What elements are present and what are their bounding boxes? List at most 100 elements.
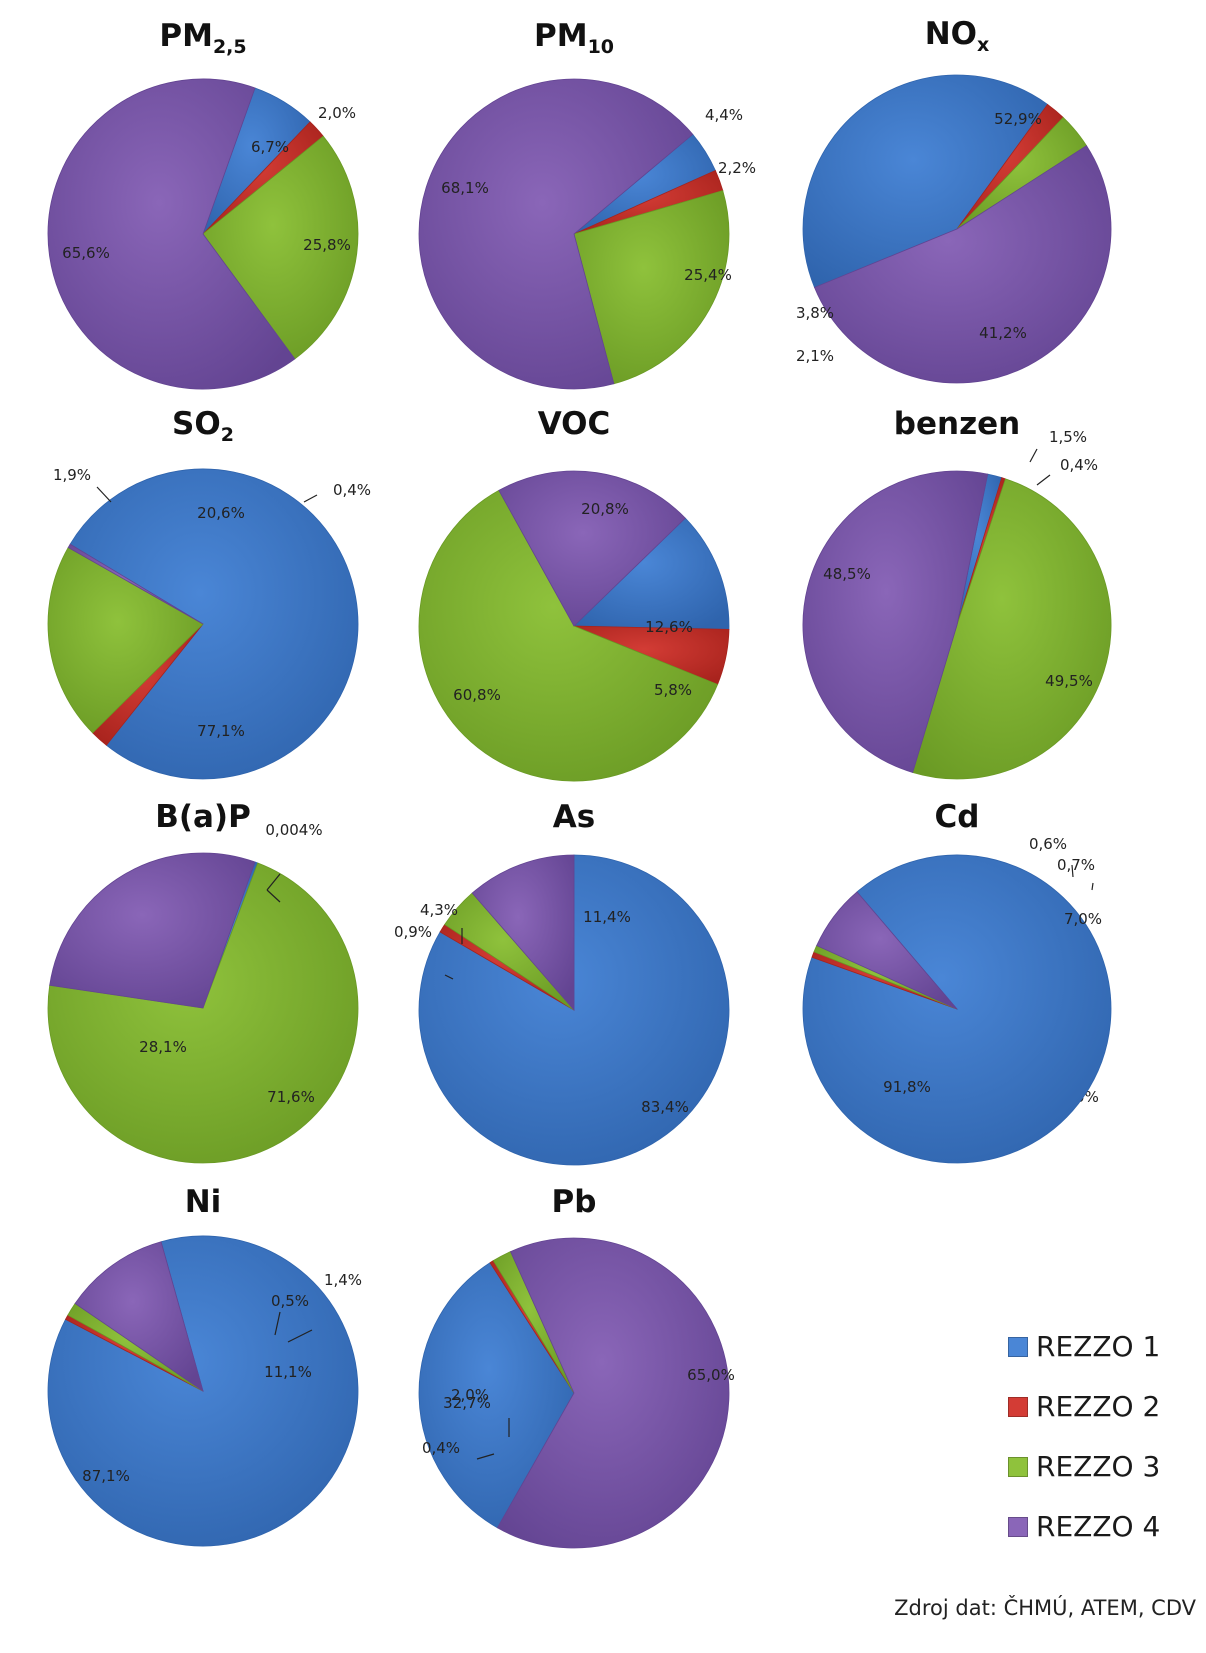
pie-slice-rezzo-3	[47, 862, 359, 1164]
leader-line	[1071, 864, 1074, 878]
pie-data-label: 11,1%	[264, 1363, 312, 1381]
leader-line	[444, 974, 454, 980]
pie-data-label: 25,4%	[684, 266, 732, 284]
pie-chart-6: benzen 1,5% 0,4% 49,5% 48,5%	[802, 406, 1112, 780]
legend-item-rezzo-3: REZZO 3	[1008, 1448, 1198, 1508]
pie-data-label: 25,8%	[303, 236, 351, 254]
legend-item-rezzo-4: REZZO 4	[1008, 1508, 1198, 1568]
pie-data-label: 11,4%	[583, 908, 631, 926]
leader-line	[274, 1311, 281, 1336]
pie-data-label: 60,8%	[453, 686, 501, 704]
pie-data-label: 0,5%	[271, 1292, 309, 1310]
leader-line	[266, 889, 281, 903]
legend-label-rezzo-2: REZZO 2	[1036, 1390, 1161, 1423]
legend-swatch-rezzo-4	[1008, 1517, 1028, 1537]
pie-slice-rezzo-4	[816, 891, 958, 1010]
pie-title: Cd	[935, 799, 980, 835]
leader-line	[96, 486, 112, 503]
pie-title-subscript: x	[977, 34, 989, 56]
legend-swatch-rezzo-2	[1008, 1397, 1028, 1417]
pie-data-label: 20,8%	[581, 500, 629, 518]
pie-chart-9: Cd 91,8% 0,6% 0,7% 7,0%	[802, 799, 1112, 1164]
pie-slice-rezzo-3	[47, 546, 204, 734]
pie-data-label: 48,5%	[823, 565, 871, 583]
pie-data-label: 20,6%	[197, 504, 245, 522]
pie-title-subscript: 2,5	[213, 36, 247, 58]
pie-slice-rezzo-3	[573, 190, 730, 385]
pie-slice-rezzo-1	[802, 74, 1049, 288]
pie-data-label: 2,2%	[718, 159, 756, 177]
pie-data-label: 52,9%	[994, 110, 1042, 128]
legend-swatch-rezzo-1	[1008, 1337, 1028, 1357]
pie-data-label: 0,004%	[265, 821, 322, 839]
pie-title-subscript: 10	[588, 36, 614, 58]
pie-data-label: 12,6%	[645, 618, 693, 636]
pie-data-label: 49,5%	[1045, 672, 1093, 690]
pie-slice-rezzo-1	[47, 1235, 359, 1547]
pie-title-subscript: 2	[221, 424, 234, 446]
pie-data-label: 3,8%	[796, 304, 834, 322]
pie-slice-rezzo-3	[202, 135, 359, 360]
pie-data-label: 77,1%	[197, 722, 245, 740]
leader-line	[476, 1453, 495, 1460]
pie-title: Ni	[185, 1184, 222, 1220]
pie-data-label: 4,4%	[705, 106, 743, 124]
legend-label-rezzo-4: REZZO 4	[1036, 1510, 1161, 1543]
pie-data-label: 2,1%	[796, 347, 834, 365]
pie-title: SO2	[172, 406, 234, 446]
pie-title: As	[553, 799, 595, 835]
pie-data-label: 91,8%	[883, 1078, 931, 1096]
pie-slice-rezzo-1	[573, 517, 730, 630]
pie-chart-7: B(a)P0,30%0,004%71,6%28,1%	[47, 799, 1099, 1164]
pie-data-label: 7,0%	[1064, 910, 1102, 928]
pie-slice-rezzo-4	[49, 852, 256, 1009]
pie-data-label: 1,4%	[324, 1271, 362, 1289]
legend-label-rezzo-1: REZZO 1	[1036, 1330, 1161, 1363]
pie-chart-8: As 83,4% 0,9% 4,3% 11,4%	[394, 799, 730, 1166]
pie-data-label: 2,0%	[451, 1386, 489, 1404]
pie-data-label: 83,4%	[641, 1098, 689, 1116]
leader-line	[1029, 448, 1038, 463]
pie-chart-4: SO2 77,1% 1,9% 20,6% 0,4%	[47, 406, 371, 780]
pie-title: NOx	[925, 16, 990, 56]
pie-slice-rezzo-1	[418, 854, 730, 1166]
pie-data-label: 1,9%	[53, 466, 91, 484]
pie-data-label: 68,1%	[441, 179, 489, 197]
pie-chart-2: PM10 4,4% 2,2% 25,4% 68,1%	[418, 18, 756, 390]
pie-data-label: 0,6%	[1029, 835, 1067, 853]
legend-item-rezzo-2: REZZO 2	[1008, 1388, 1198, 1448]
pie-chart-11: Pb 32,7% 0,4% 2,0% 65,0%	[418, 1184, 735, 1549]
pie-slice-rezzo-4	[67, 543, 204, 625]
pie-chart-3: NOx 41,2% 2,1% 3,8% 52,9%	[796, 16, 1112, 384]
pie-data-label: 65,6%	[62, 244, 110, 262]
pie-chart-10: Ni 87,1% 0,5% 1,4% 11,1%	[47, 1184, 362, 1547]
pie-data-label: 71,6%	[267, 1088, 315, 1106]
pie-data-label: 65,0%	[687, 1366, 735, 1384]
leader-line	[1091, 882, 1094, 891]
pie-slice-rezzo-4	[47, 78, 296, 390]
pie-title: VOC	[538, 406, 611, 442]
leader-line	[287, 1329, 313, 1343]
pie-slice-rezzo-4	[498, 470, 686, 627]
pie-chart-1: PM2,5 6,7% 2,0% 25,8% 65,6%	[47, 18, 359, 390]
pie-data-label: 0,4%	[422, 1439, 460, 1457]
pie-data-label: 32,7%	[443, 1394, 491, 1412]
legend-label-rezzo-3: REZZO 3	[1036, 1450, 1161, 1483]
pie-title: benzen	[894, 406, 1020, 442]
pie-title: PM2,5	[159, 18, 246, 58]
leader-line	[266, 873, 281, 891]
leader-line	[303, 494, 318, 503]
pie-title: PM10	[534, 18, 614, 58]
pie-data-label: 2,0%	[318, 104, 356, 122]
pie-data-label: 87,1%	[82, 1467, 130, 1485]
pie-data-label: 4,3%	[420, 901, 458, 919]
pie-slice-rezzo-4	[418, 78, 694, 390]
pie-slice-rezzo-1	[69, 468, 359, 780]
pie-data-label: 0,9%	[394, 923, 432, 941]
pie-data-label: 0,7%	[1057, 856, 1095, 874]
pie-title: B(a)P	[155, 799, 251, 835]
pie-data-label: 0,4%	[1060, 456, 1098, 474]
pie-slice-rezzo-4	[471, 854, 575, 1012]
pie-slice-rezzo-3	[418, 489, 719, 782]
